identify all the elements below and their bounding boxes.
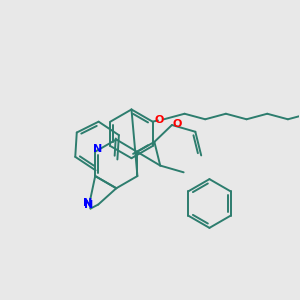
Text: N: N: [93, 144, 102, 154]
Text: N: N: [82, 198, 92, 208]
Text: O: O: [154, 115, 164, 125]
Text: N: N: [84, 200, 94, 210]
Text: O: O: [172, 118, 182, 128]
